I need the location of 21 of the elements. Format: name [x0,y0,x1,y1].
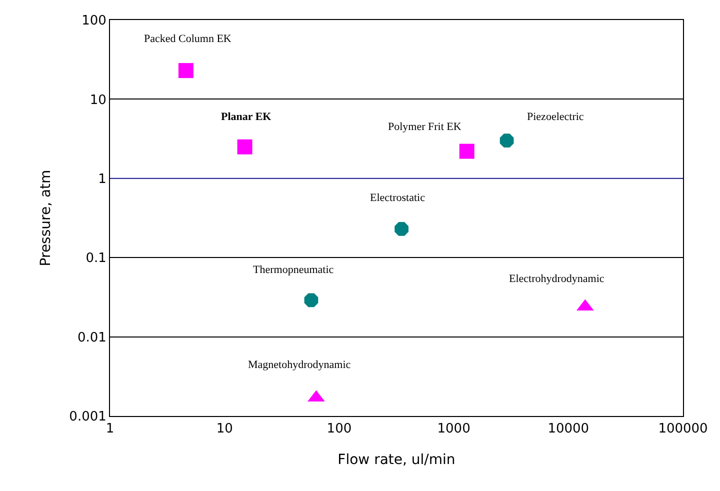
x-tick-label: 100 [326,422,352,437]
x-tick-label: 100000 [658,422,708,437]
x-tick-label: 10000 [548,422,590,437]
annotation: Thermopneumatic [253,264,334,276]
y-tick-label: 0.01 [77,330,106,346]
y-tick-label: 100 [82,14,106,29]
x-tick-label: 10 [216,422,233,437]
y-tick-label: 0.1 [86,251,106,266]
annotation: Planar EK [221,111,272,123]
y-tick-label: 10 [90,92,106,108]
y-tick-label: 0.001 [69,410,106,425]
annotation: Electrostatic [370,192,426,204]
annotation: Piezoelectric [527,111,584,123]
annotation: Electrohydrodynamic [509,273,604,285]
annotation: Magnetohydrodynamic [248,359,351,371]
y-axis-title: Pressure, atm [38,170,54,266]
x-axis-title: Flow rate, ul/min [338,452,456,468]
annotation: Packed Column EK [144,33,232,45]
y-tick-label: 1 [98,172,106,187]
annotation: Polymer Frit EK [388,121,462,133]
x-tick-label: 1000 [437,422,470,437]
